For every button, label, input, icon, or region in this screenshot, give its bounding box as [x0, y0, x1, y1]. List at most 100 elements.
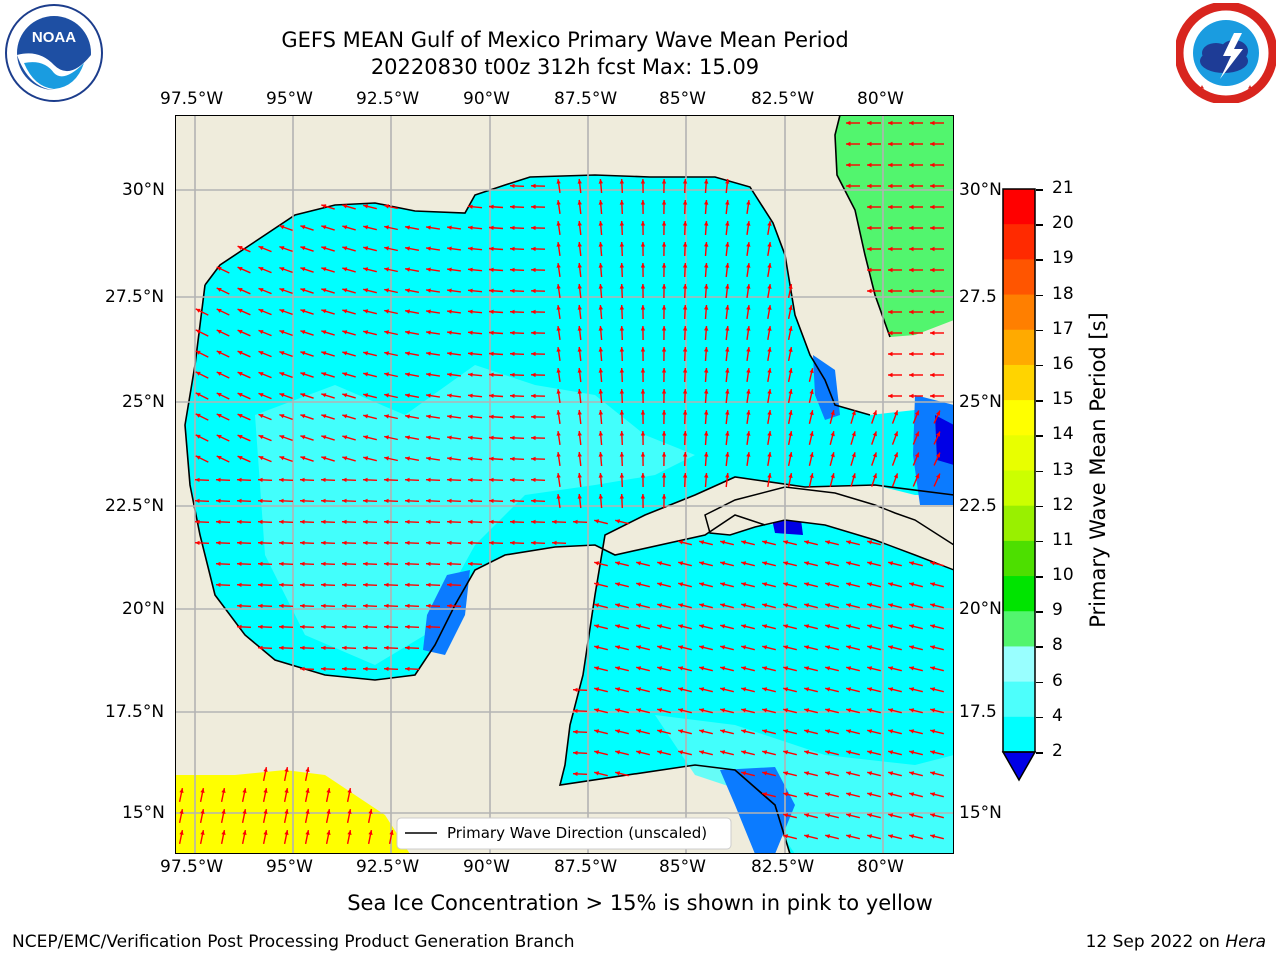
wave-arrow-head — [615, 561, 621, 566]
wave-arrow-head — [746, 200, 751, 205]
wave-arrow-head — [342, 456, 348, 461]
wave-arrow-head — [619, 473, 624, 478]
wave-arrow-head — [263, 788, 268, 793]
wave-arrow-head — [930, 330, 935, 336]
wave-arrow-head — [657, 561, 663, 566]
wave-arrow-head — [347, 830, 352, 835]
wave-arrow-head — [300, 582, 305, 587]
wave-arrow-head — [746, 221, 751, 226]
wave-arrow-head — [598, 326, 603, 331]
wave-arrow-head — [447, 372, 452, 377]
wave-arrow-head — [640, 284, 646, 289]
wave-arrow-head — [678, 729, 684, 734]
wave-arrow-head — [846, 834, 852, 839]
wave-arrow-head — [216, 414, 222, 418]
wave-arrow-head — [405, 666, 410, 671]
wave-arrow-head — [909, 351, 914, 357]
wave-arrow-head — [363, 225, 369, 230]
wave-arrow-head — [489, 309, 494, 314]
wave-arrow-head — [725, 368, 730, 373]
wave-arrow-head — [888, 603, 894, 608]
wave-arrow-head — [598, 263, 603, 268]
wave-arrow-head — [405, 225, 410, 230]
wave-arrow-head — [783, 603, 789, 608]
wave-arrow-head — [598, 284, 603, 289]
cuba — [704, 486, 954, 571]
wave-arrow-head — [746, 284, 751, 289]
wave-arrow-head — [804, 561, 810, 566]
wave-arrow-head — [846, 645, 852, 650]
wave-arrow-head — [279, 624, 284, 629]
wave-arrow-head — [704, 263, 709, 268]
wave-arrow-head — [258, 330, 264, 335]
wave-arrow-head — [279, 435, 285, 440]
wave-arrow-head — [788, 452, 793, 457]
wave-arrow-head — [405, 540, 410, 545]
wave-arrow-head — [762, 666, 768, 671]
colorbar-tick-mark — [1036, 224, 1043, 226]
wave-arrow-head — [531, 204, 536, 210]
wave-arrow-head — [237, 414, 243, 418]
colorbar-tick-label: 6 — [1052, 670, 1063, 691]
colorbar-tick-label: 13 — [1052, 459, 1074, 480]
wave-arrow-head — [767, 263, 772, 268]
wave-arrow-head — [447, 288, 452, 293]
map-panel: Primary Wave Direction (unscaled) — [174, 114, 955, 855]
colorbar-tick-mark — [1036, 259, 1043, 261]
wave-arrow-head — [573, 708, 578, 713]
colorbar-tick-label: 10 — [1052, 565, 1074, 586]
wave-arrow-head — [531, 393, 536, 399]
wave-arrow-head — [321, 225, 327, 230]
wave-arrow-head — [279, 603, 284, 608]
wave-arrow-head — [619, 431, 624, 436]
wave-arrow-head — [556, 452, 561, 457]
wave-arrow-head — [237, 393, 243, 397]
wave-arrow-head — [682, 326, 688, 331]
wave-arrow-head — [783, 540, 789, 545]
wave-arrow-head — [363, 582, 368, 587]
wave-arrow-head — [762, 561, 768, 566]
wave-arrow-head — [720, 582, 726, 587]
wave-arrow-head — [279, 393, 285, 398]
wave-arrow-head — [825, 708, 831, 713]
wave-arrow-head — [237, 582, 242, 587]
wave-arrow-head — [577, 473, 582, 478]
wave-arrow-head — [556, 326, 561, 331]
wave-arrow-head — [619, 263, 624, 268]
wave-arrow-head — [447, 582, 452, 587]
wave-arrow-head — [510, 435, 515, 440]
wave-arrow-head — [489, 477, 494, 482]
wave-arrow-head — [300, 477, 305, 482]
wave-arrow-head — [510, 414, 515, 419]
wave-arrow-head — [783, 750, 789, 755]
wave-arrow-head — [577, 452, 582, 457]
wave-arrow-head — [279, 645, 284, 650]
wave-arrow-head — [216, 309, 222, 313]
wave-arrow-head — [704, 221, 709, 226]
wave-arrow-head — [619, 347, 624, 352]
wave-arrow-head — [363, 519, 368, 524]
wave-arrow-head — [237, 372, 243, 376]
wave-arrow-head — [809, 431, 814, 437]
wave-arrow-head — [720, 687, 726, 692]
wave-arrow-head — [279, 561, 284, 566]
wave-arrow-head — [682, 242, 688, 247]
wave-arrow-head — [640, 494, 646, 499]
wave-arrow-head — [720, 645, 726, 650]
colorbar-tick-label: 2 — [1052, 741, 1063, 761]
wave-arrow-head — [237, 309, 243, 313]
wave-arrow-head — [426, 624, 431, 629]
wave-arrow-head — [242, 788, 247, 793]
wave-arrow-head — [725, 431, 730, 436]
wave-arrow-head — [342, 351, 348, 356]
wave-arrow-head — [556, 305, 561, 310]
wave-arrow-head — [237, 498, 242, 503]
wave-direction-arrows — [178, 120, 944, 845]
wave-arrow-head — [619, 284, 624, 289]
wave-arrow-head — [594, 687, 600, 692]
wave-arrow-head — [195, 498, 200, 503]
wave-arrow-head — [384, 204, 389, 209]
wave-arrow-head — [936, 410, 940, 416]
wave-arrow-head — [342, 393, 348, 398]
wave-arrow-head — [300, 393, 306, 398]
